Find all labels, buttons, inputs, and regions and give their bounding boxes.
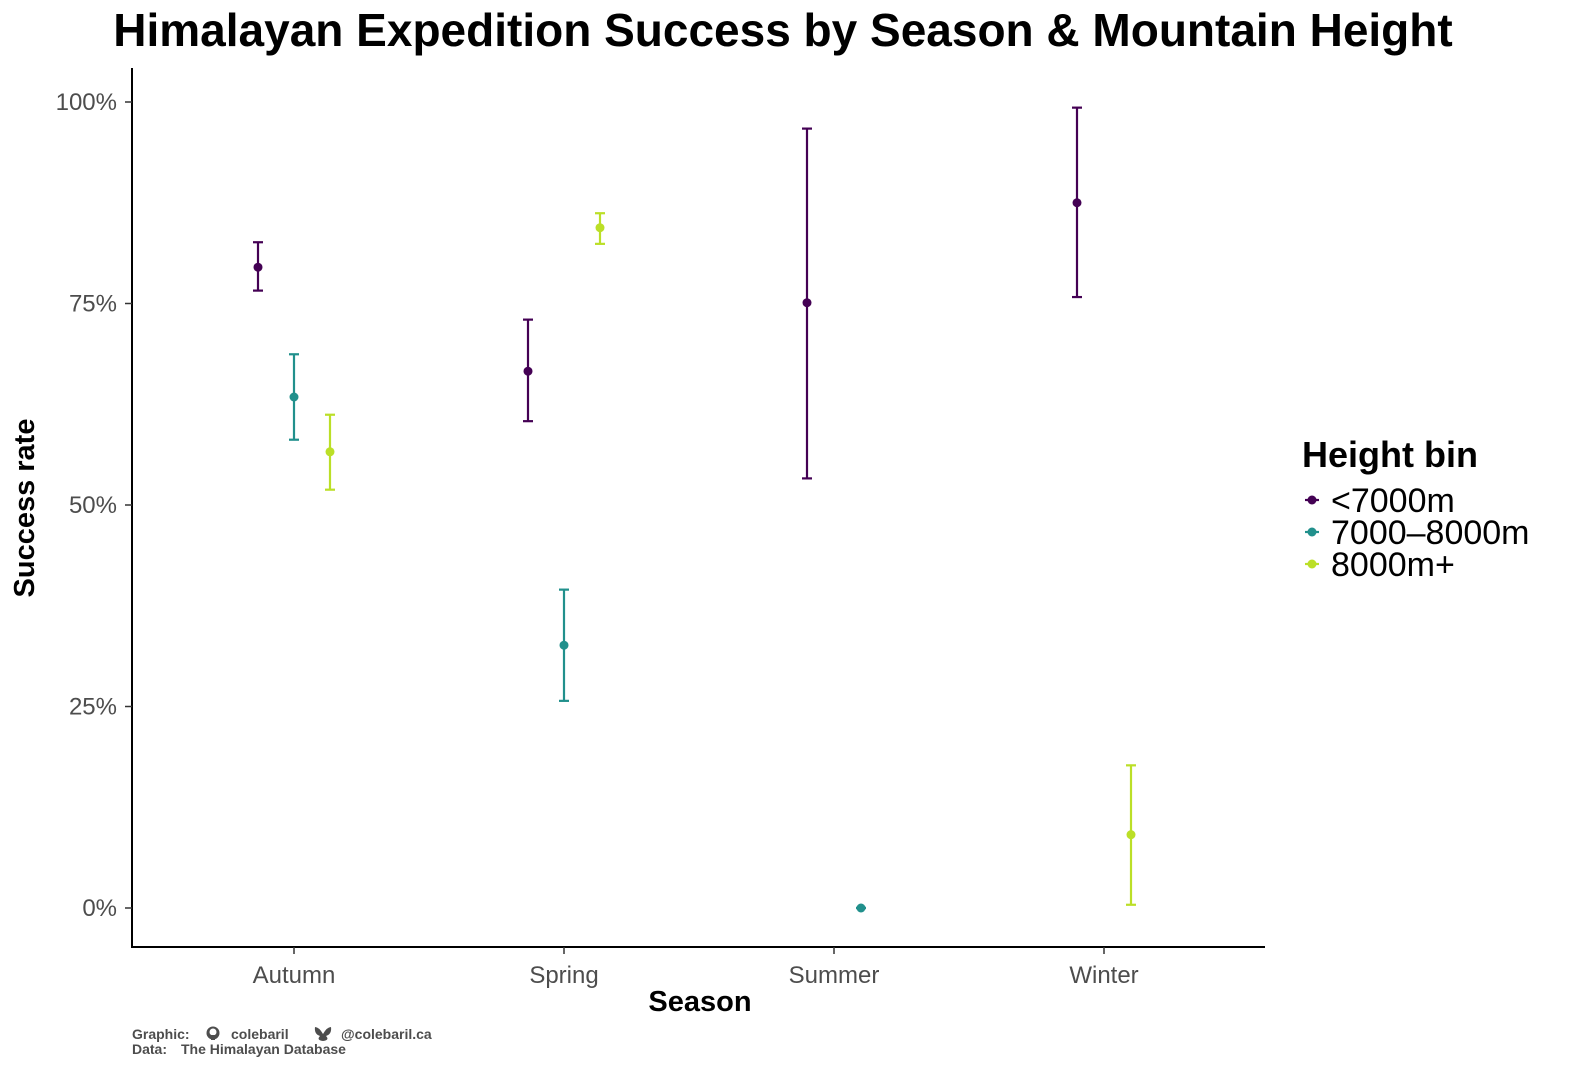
data-point-autumn-0: [253, 262, 263, 272]
x-tick-label: Winter: [1069, 962, 1138, 989]
data-point-autumn-1: [289, 392, 299, 402]
legend-item: <7000m: [1305, 482, 1455, 520]
data-point-spring-1: [559, 640, 569, 650]
legend-title: Height bin: [1302, 434, 1478, 475]
y-axis-label: Success rate: [9, 419, 41, 598]
data-point-spring-2: [595, 223, 605, 233]
legend-label: <7000m: [1331, 482, 1455, 520]
bluesky-butterfly-icon: [314, 1027, 332, 1041]
y-tick-label: 50%: [69, 492, 117, 519]
data-point-summer-0: [802, 298, 812, 308]
x-tick-label: Autumn: [253, 962, 336, 989]
chart-title: Himalayan Expedition Success by Season &…: [113, 4, 1452, 56]
data-point-winter-0: [1072, 198, 1082, 208]
legend-item: 8000m+: [1305, 546, 1455, 584]
caption-graphic-label: Graphic:: [132, 1026, 190, 1042]
data-point-winter-2: [1126, 830, 1136, 840]
y-tick-label: 75%: [69, 291, 117, 318]
caption-data-label: Data:: [132, 1041, 167, 1057]
x-tick-label: Spring: [529, 962, 598, 989]
legend-label: 8000m+: [1331, 546, 1455, 584]
y-tick-label: 0%: [82, 895, 117, 922]
legend-item: 7000–8000m: [1305, 514, 1530, 552]
y-tick-label: 25%: [69, 694, 117, 721]
data-point-spring-0: [523, 366, 533, 376]
github-icon: [206, 1026, 220, 1040]
y-tick-label: 100%: [56, 89, 117, 116]
legend-label: 7000–8000m: [1331, 514, 1530, 552]
caption-bluesky-handle: @colebaril.ca: [341, 1026, 432, 1042]
data-point-summer-1: [856, 903, 866, 913]
x-axis-label: Season: [648, 986, 751, 1018]
caption-github-handle: colebaril: [231, 1026, 289, 1042]
caption-data-source: The Himalayan Database: [181, 1041, 346, 1057]
data-point-autumn-2: [325, 447, 335, 457]
x-tick-label: Summer: [789, 962, 880, 989]
